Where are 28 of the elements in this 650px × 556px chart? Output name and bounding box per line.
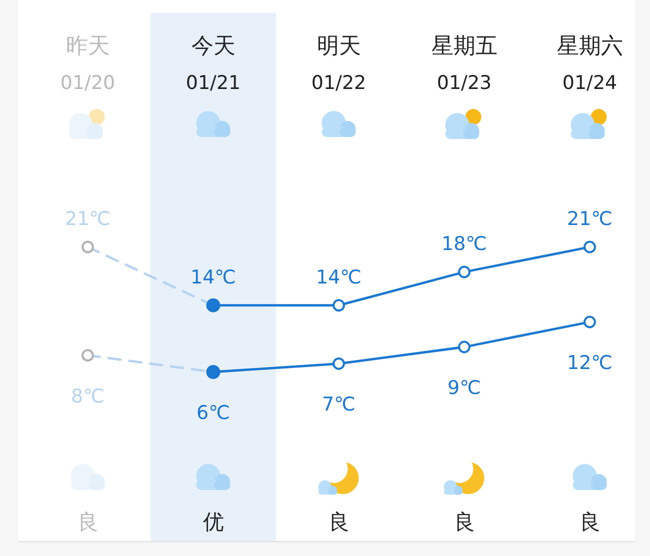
x-tick-label: 昨天 01/20 [60, 34, 116, 94]
text: 良 [328, 510, 350, 534]
x-tick-label: 今天 01/21 [186, 34, 241, 94]
data-label: 9℃ [448, 377, 481, 399]
data-label: 6℃ [196, 402, 230, 424]
point [458, 266, 470, 278]
point [584, 240, 596, 254]
x-tick-label: 明天 01/22 [311, 34, 366, 94]
data-label: 14℃ [316, 266, 362, 288]
text: 良 [579, 510, 600, 534]
point [332, 299, 345, 312]
data-label: 12℃ [566, 352, 613, 374]
point [82, 240, 94, 254]
data-label: 18℃ [441, 233, 488, 255]
point [82, 349, 94, 362]
data-label: 14℃ [190, 266, 236, 288]
data-label: 21℃ [64, 208, 111, 230]
data-label: 21℃ [566, 208, 613, 230]
text: 良 [77, 510, 98, 534]
text: 良 [454, 510, 475, 534]
x-tick-label: 星期六 01/24 [556, 34, 623, 94]
point [584, 316, 596, 328]
x-tick-label: 星期五 01/23 [431, 34, 498, 94]
point [458, 340, 470, 354]
text: 优 [202, 510, 224, 534]
data-label: 7℃ [322, 394, 356, 416]
data-label: 8℃ [71, 385, 104, 408]
point [332, 357, 345, 370]
